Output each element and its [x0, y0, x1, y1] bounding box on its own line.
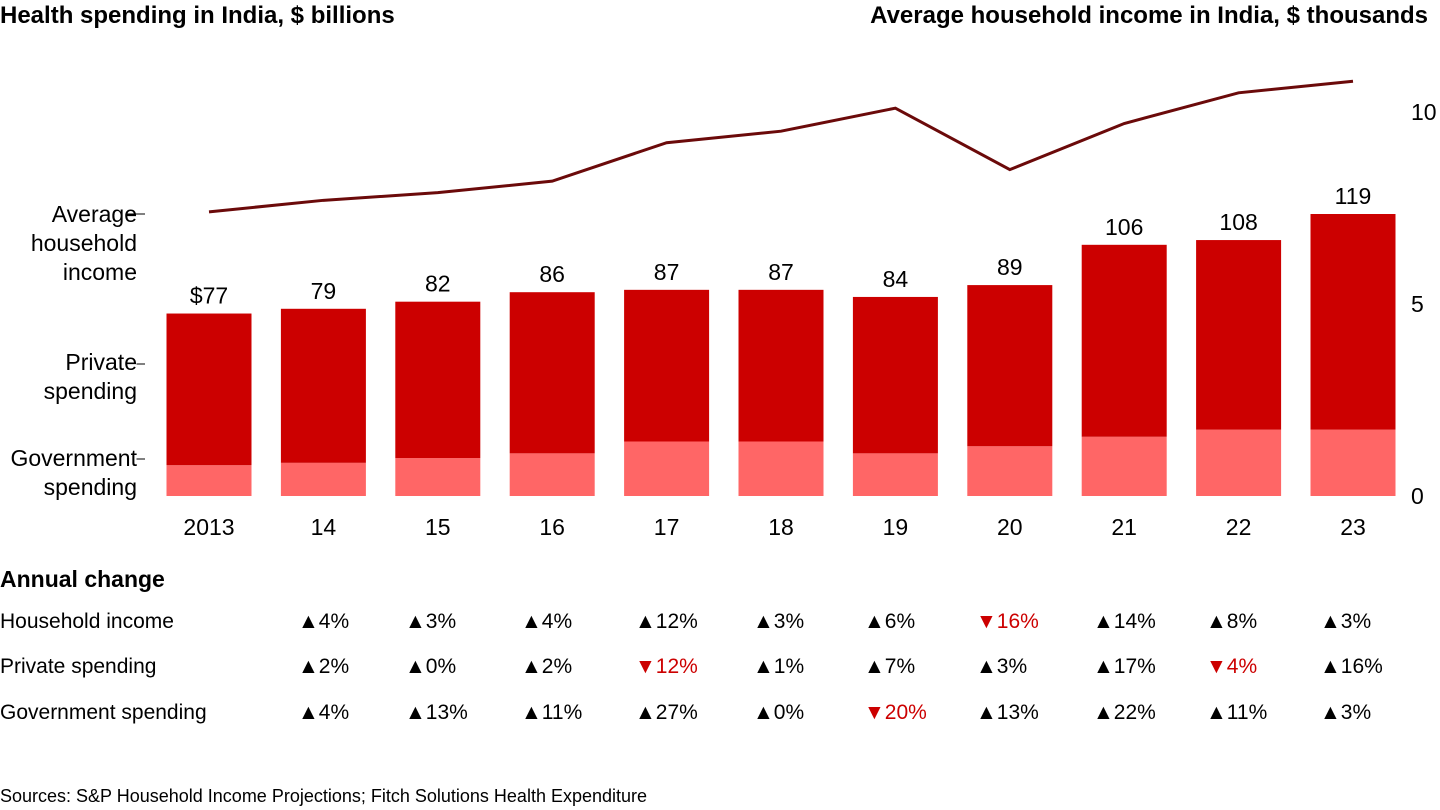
bar-total-label: 79 — [311, 278, 337, 304]
series-label-line: Average — [51, 201, 137, 227]
bar-private-spending — [852, 296, 938, 454]
annual-change-cell: ▲3% — [753, 610, 805, 633]
bar-private-spending — [738, 289, 824, 442]
series-label-line: income — [62, 259, 137, 285]
bar-private-spending — [280, 308, 366, 463]
annual-change-cell: ▲13% — [976, 701, 1039, 724]
annual-change-cell: ▲8% — [1206, 610, 1258, 633]
annual-change-cell: ▲3% — [976, 655, 1028, 678]
annual-change-cell: ▲0% — [753, 701, 805, 724]
annual-change-cell: ▲4% — [521, 610, 573, 633]
series-label-line: Government — [10, 445, 137, 471]
series-label-household-income: Average household income — [0, 200, 137, 287]
x-tick-label: 22 — [1226, 514, 1252, 540]
annual-change-cell: ▲2% — [298, 655, 350, 678]
series-label-government-spending: Government spending — [0, 444, 137, 502]
annual-change-cell: ▲3% — [1320, 701, 1372, 724]
income-line — [208, 79, 1354, 214]
annual-change-cell: ▲2% — [521, 655, 573, 678]
annual-change-cell: ▼12% — [635, 655, 698, 678]
bar-government-spending — [1310, 429, 1396, 496]
annual-change-cell: ▲27% — [635, 701, 698, 724]
annual-change-cell: ▲17% — [1093, 655, 1156, 678]
bar-private-spending — [166, 313, 252, 466]
x-tick-label: 20 — [997, 514, 1023, 540]
x-tick-label: 2013 — [183, 514, 234, 540]
x-tick-label: 19 — [883, 514, 909, 540]
bar-government-spending — [624, 441, 710, 496]
bar-total-label: 86 — [539, 261, 565, 287]
bar-private-spending — [1310, 214, 1396, 430]
bar-total-label: 106 — [1105, 214, 1143, 240]
annual-change-row-label: Household income — [0, 610, 174, 633]
annual-change-cell: ▲0% — [405, 655, 457, 678]
annual-change-cell: ▲11% — [1206, 701, 1268, 724]
x-tick-label: 15 — [425, 514, 451, 540]
x-tick-label: 21 — [1111, 514, 1137, 540]
series-label-private-spending: Private spending — [0, 348, 137, 406]
annual-change-cell: ▲16% — [1320, 655, 1383, 678]
x-tick-label: 16 — [539, 514, 565, 540]
right-axis-tick-label: 5 — [1411, 291, 1424, 317]
bar-total-label: 108 — [1219, 209, 1257, 235]
bar-private-spending — [395, 301, 481, 459]
series-label-line: spending — [43, 474, 137, 500]
annual-change-cell: ▲7% — [864, 655, 916, 678]
annual-change-cell: ▲22% — [1093, 701, 1156, 724]
source-note: Sources: S&P Household Income Projection… — [0, 786, 648, 806]
x-tick-label: 14 — [311, 514, 337, 540]
annual-change-cell: ▲6% — [864, 610, 916, 633]
annual-change-row-label: Private spending — [0, 655, 157, 678]
x-tick-label: 23 — [1340, 514, 1366, 540]
annual-change-cell: ▲13% — [405, 701, 468, 724]
bar-private-spending — [1081, 244, 1167, 437]
bar-private-spending — [1196, 240, 1282, 430]
annual-change-cell: ▲3% — [1320, 610, 1372, 633]
annual-change-cell: ▲4% — [298, 610, 350, 633]
bar-private-spending — [509, 292, 595, 454]
annual-change-cell: ▲1% — [753, 655, 805, 678]
bar-total-label: 119 — [1335, 183, 1372, 209]
bar-total-label: 84 — [883, 266, 909, 292]
bar-total-label: $77 — [190, 283, 228, 309]
right-axis-tick-label: 10 — [1411, 99, 1437, 125]
bar-total-label: 82 — [425, 271, 451, 297]
annual-change-cell: ▼20% — [864, 701, 927, 724]
bar-government-spending — [738, 441, 824, 496]
series-label-line: spending — [43, 378, 137, 404]
annual-change-cell: ▲12% — [635, 610, 698, 633]
annual-change-row-label: Government spending — [0, 701, 207, 724]
bar-total-label: 89 — [997, 254, 1023, 280]
annual-change-cell: ▲3% — [405, 610, 457, 633]
annual-change-heading: Annual change — [0, 566, 165, 592]
annual-change-cell: ▲4% — [298, 701, 350, 724]
bar-government-spending — [166, 465, 252, 496]
bar-government-spending — [280, 462, 366, 496]
annual-change-cell: ▲11% — [521, 701, 583, 724]
bar-government-spending — [1081, 436, 1167, 496]
x-tick-label: 18 — [768, 514, 794, 540]
right-axis-tick-label: 0 — [1411, 483, 1424, 509]
annual-change-cell: ▼16% — [976, 610, 1039, 633]
bar-total-label: 87 — [768, 259, 794, 285]
series-label-line: household — [30, 230, 137, 256]
bar-private-spending — [624, 289, 710, 442]
bar-total-label: 87 — [654, 259, 680, 285]
bar-private-spending — [967, 285, 1053, 447]
health-spending-chart: $77 2013 79 14 82 15 86 16 87 17 87 18 84 19 89 20 106 21… — [126, 79, 1437, 540]
bar-government-spending — [1196, 429, 1282, 496]
annual-change-cell: ▲14% — [1093, 610, 1156, 633]
left-chart-title: Health spending in India, $ billions — [0, 2, 395, 29]
bar-government-spending — [967, 446, 1053, 496]
annual-change-cell: ▼4% — [1206, 655, 1258, 678]
bar-government-spending — [395, 458, 481, 496]
bar-government-spending — [852, 453, 938, 496]
right-chart-title: Average household income in India, $ tho… — [870, 2, 1428, 29]
x-tick-label: 17 — [654, 514, 680, 540]
bar-government-spending — [509, 453, 595, 496]
series-label-line: Private — [65, 349, 137, 375]
